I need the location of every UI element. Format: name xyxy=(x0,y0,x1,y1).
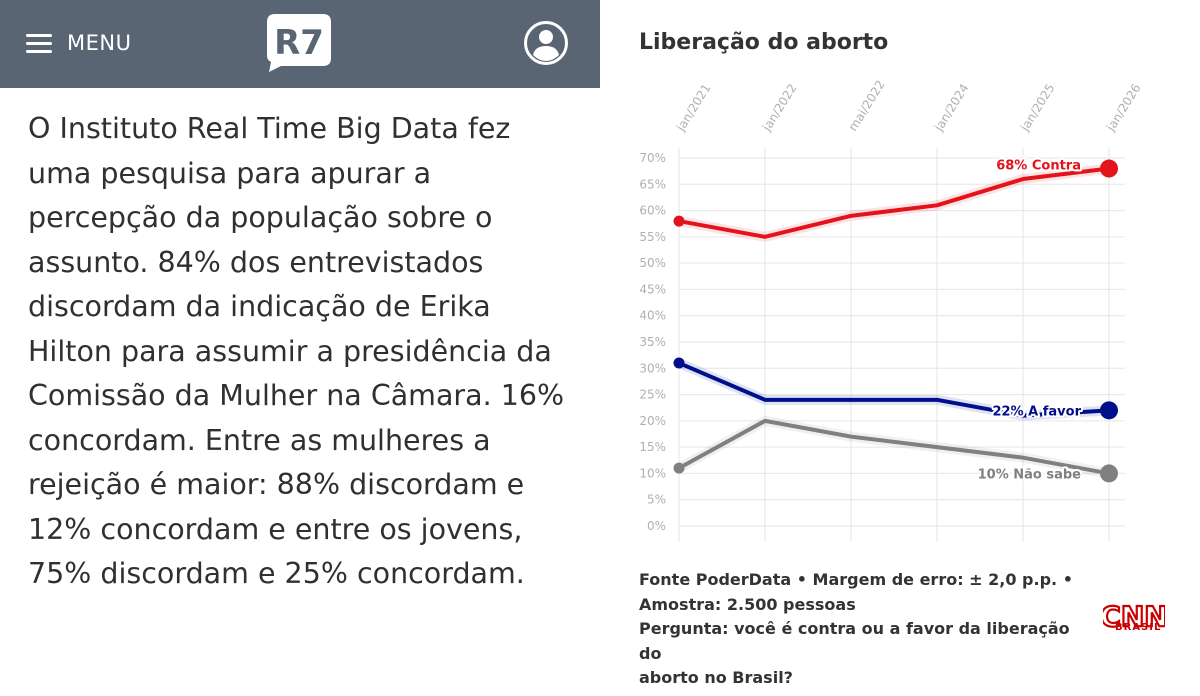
y-tick-label: 15% xyxy=(639,440,666,454)
footer-question-cont: aborto no Brasil? xyxy=(639,668,793,687)
site-header: MENU R7 xyxy=(0,0,600,88)
hamburger-icon xyxy=(26,33,52,53)
series-end-point xyxy=(1100,464,1118,483)
chart-title: Liberação do aborto xyxy=(639,30,889,55)
x-tick-label: jan/2022 xyxy=(759,81,799,134)
y-tick-label: 55% xyxy=(639,230,666,244)
cnn-brasil-logo: CNN xyxy=(1103,599,1165,634)
r7-logo-text: R7 xyxy=(274,23,324,63)
cnn-logo-text: CNN xyxy=(1103,600,1165,633)
r7-logo[interactable]: R7 xyxy=(265,12,335,74)
series-line xyxy=(677,361,1111,418)
footer-sample: Amostra: 2.500 pessoas xyxy=(639,594,856,614)
footer-question: Pergunta: você é contra ou a favor da li… xyxy=(639,619,1070,663)
x-tick-label: jan/2024 xyxy=(931,81,971,134)
series-end-point xyxy=(1100,159,1118,178)
y-tick-label: 35% xyxy=(639,335,666,349)
y-tick-label: 20% xyxy=(639,414,666,428)
series-line xyxy=(677,418,1111,476)
x-tick-label: jan/2025 xyxy=(1017,81,1057,134)
y-tick-label: 10% xyxy=(639,466,666,480)
y-tick-label: 60% xyxy=(639,204,666,218)
cnn-brasil-label: BRASIL xyxy=(1115,622,1162,633)
menu-button[interactable]: MENU xyxy=(26,28,131,58)
menu-label: MENU xyxy=(67,31,132,55)
series-label-halo: 68% Contra xyxy=(996,159,1081,174)
y-tick-label: 40% xyxy=(639,309,666,323)
series-label: 22% A favor xyxy=(993,404,1082,419)
line-chart: 0% 5% 10% 15% 20% 25% 30% 35% 40% 45% 50% 55% 60% 65%… xyxy=(639,80,1144,542)
x-tick-label: jan/2021 xyxy=(673,81,713,134)
series-end-point xyxy=(1100,401,1118,420)
y-tick-label: 25% xyxy=(639,388,666,402)
series-band xyxy=(674,163,1114,242)
y-tick-label: 0% xyxy=(647,519,666,533)
y-tick-label: 65% xyxy=(639,177,666,191)
user-account-icon[interactable] xyxy=(523,20,569,66)
series-label: 10% Não sabe xyxy=(978,467,1082,482)
chart-panel: Liberação do aborto 0% 5% 10% 15% 20% 25% 30% 3… xyxy=(600,0,1200,696)
y-tick-label: 5% xyxy=(647,493,666,507)
x-tick-label: jan/2026 xyxy=(1103,81,1143,134)
series-label-halo: 10% Não sabe xyxy=(978,467,1082,482)
y-tick-label: 50% xyxy=(639,256,666,270)
y-tick-label: 30% xyxy=(639,361,666,375)
x-tick-label: mai/2022 xyxy=(846,80,888,134)
article-panel: MENU R7 O Instituto Real Time Big Data f… xyxy=(0,0,600,590)
series-start-point xyxy=(673,357,685,369)
y-tick-label: 45% xyxy=(639,282,666,296)
series-start-point xyxy=(673,215,685,227)
series-line xyxy=(677,166,1111,239)
series-start-point xyxy=(673,462,685,474)
y-tick-label: 70% xyxy=(639,151,666,165)
series-label-halo: 22% A favor xyxy=(993,404,1082,419)
series-label: 68% Contra xyxy=(996,159,1081,174)
footer-source: Fonte PoderData • Margem de erro: ± 2,0 … xyxy=(639,570,1073,589)
article-paragraph: O Instituto Real Time Big Data fez uma p… xyxy=(28,112,565,590)
chart-footer: Fonte PoderData • Margem de erro: ± 2,0 … xyxy=(639,568,1079,691)
